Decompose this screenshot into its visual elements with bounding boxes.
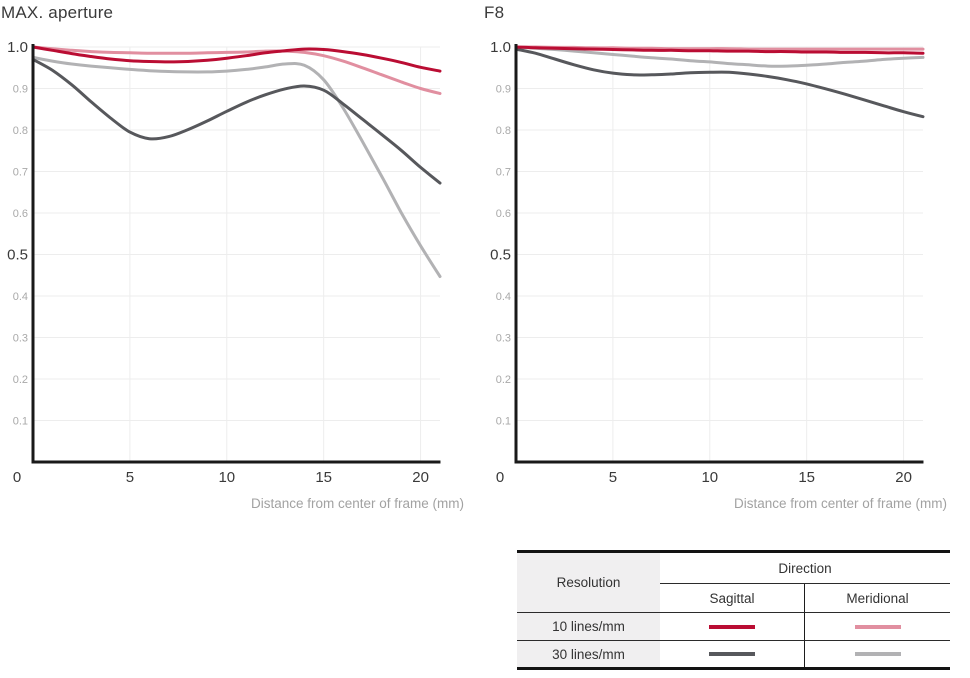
y-tick-label-minor: 0.2 [13, 374, 28, 386]
curve-meridional-10-lines-mm [31, 45, 442, 95]
y-tick-label-minor: 0.4 [496, 291, 511, 303]
x-tick-label: 0 [13, 469, 21, 486]
legend-column-sagittal: Sagittal [660, 584, 805, 612]
y-tick-label-minor: 0.8 [496, 125, 511, 137]
y-tick-label-minor: 0.9 [496, 84, 511, 96]
x-tick-label: 15 [315, 469, 332, 486]
x-tick-label: 20 [412, 469, 429, 486]
x-tick-label: 10 [701, 469, 718, 486]
y-tick-label-minor: 0.1 [496, 416, 511, 428]
legend-swatch-cell [805, 640, 950, 667]
legend-row-label-10lines: 10 lines/mm [517, 612, 660, 640]
curve-sagittal-30-lines-mm [31, 57, 442, 185]
y-tick-label-major: 1.0 [490, 39, 511, 56]
y-tick-label-minor: 0.2 [496, 374, 511, 386]
x-axis-label: Distance from center of frame (mm) [734, 496, 947, 511]
y-tick-label-minor: 0.7 [13, 167, 28, 179]
chart-canvas: 1.0 0.5 0.9 0.8 0.7 0.6 0.4 0.3 0.2 0.1 0 5 10 15 20 Di… [490, 39, 947, 511]
y-tick-label-minor: 0.3 [496, 333, 511, 345]
y-tick-label-minor: 0.8 [13, 125, 28, 137]
legend-swatch-cell [660, 612, 805, 640]
curve-meridional-30-lines-mm [514, 45, 925, 68]
legend-swatch-cell [660, 640, 805, 667]
y-tick-label-minor: 0.6 [496, 208, 511, 220]
legend-row-label-30lines: 30 lines/mm [517, 640, 660, 667]
swatch-sagittal-30-icon [709, 652, 755, 656]
y-tick-label-minor: 0.1 [13, 416, 28, 428]
legend-resolution-header: Resolution [517, 553, 660, 612]
mtf-chart-f8: F8 1.0 0.5 0.9 0.8 0.7 0.6 0.4 0.3 0.2 0.1 0 5 10 15 2… [483, 0, 963, 520]
y-tick-label-major: 0.5 [490, 247, 511, 264]
chart-title-f8: F8 [484, 3, 505, 22]
chart-title-max-aperture: MAX. aperture [1, 3, 114, 22]
x-tick-label: 5 [126, 469, 134, 486]
y-tick-label-major: 0.5 [7, 247, 28, 264]
x-tick-label: 10 [218, 469, 235, 486]
curve-sagittal-10-lines-mm [31, 45, 442, 73]
swatch-meridional-30-icon [854, 652, 901, 656]
y-tick-label-minor: 0.6 [13, 208, 28, 220]
x-axis-label: Distance from center of frame (mm) [251, 496, 464, 511]
mtf-chart-max-aperture: MAX. aperture 1.0 0.5 0.9 0.8 0.7 0.6 0.4 0.3 0.… [0, 0, 480, 520]
chart-canvas: 1.0 0.5 0.9 0.8 0.7 0.6 0.4 0.3 0.2 0.1 0 5 10 15 20 Di… [7, 39, 464, 511]
curve-sagittal-10-lines-mm [514, 45, 925, 55]
legend-column-meridional: Meridional [846, 590, 909, 606]
y-tick-label-minor: 0.4 [13, 291, 28, 303]
legend-direction-header: Direction [660, 553, 950, 584]
swatch-sagittal-10-icon [709, 624, 755, 629]
y-tick-label-minor: 0.3 [13, 333, 28, 345]
y-tick-label-minor: 0.7 [496, 167, 511, 179]
x-tick-label: 5 [609, 469, 617, 486]
swatch-meridional-10-icon [854, 624, 901, 629]
legend-table: Resolution Direction Sagittal Meridional… [517, 550, 950, 670]
curve-sagittal-30-lines-mm [514, 47, 925, 119]
y-tick-label-minor: 0.9 [13, 84, 28, 96]
curve-meridional-30-lines-mm [31, 55, 442, 278]
x-tick-label: 0 [496, 469, 504, 486]
y-tick-label-major: 1.0 [7, 39, 28, 56]
legend-swatch-cell [805, 612, 950, 640]
x-tick-label: 15 [798, 469, 815, 486]
x-tick-label: 20 [895, 469, 912, 486]
